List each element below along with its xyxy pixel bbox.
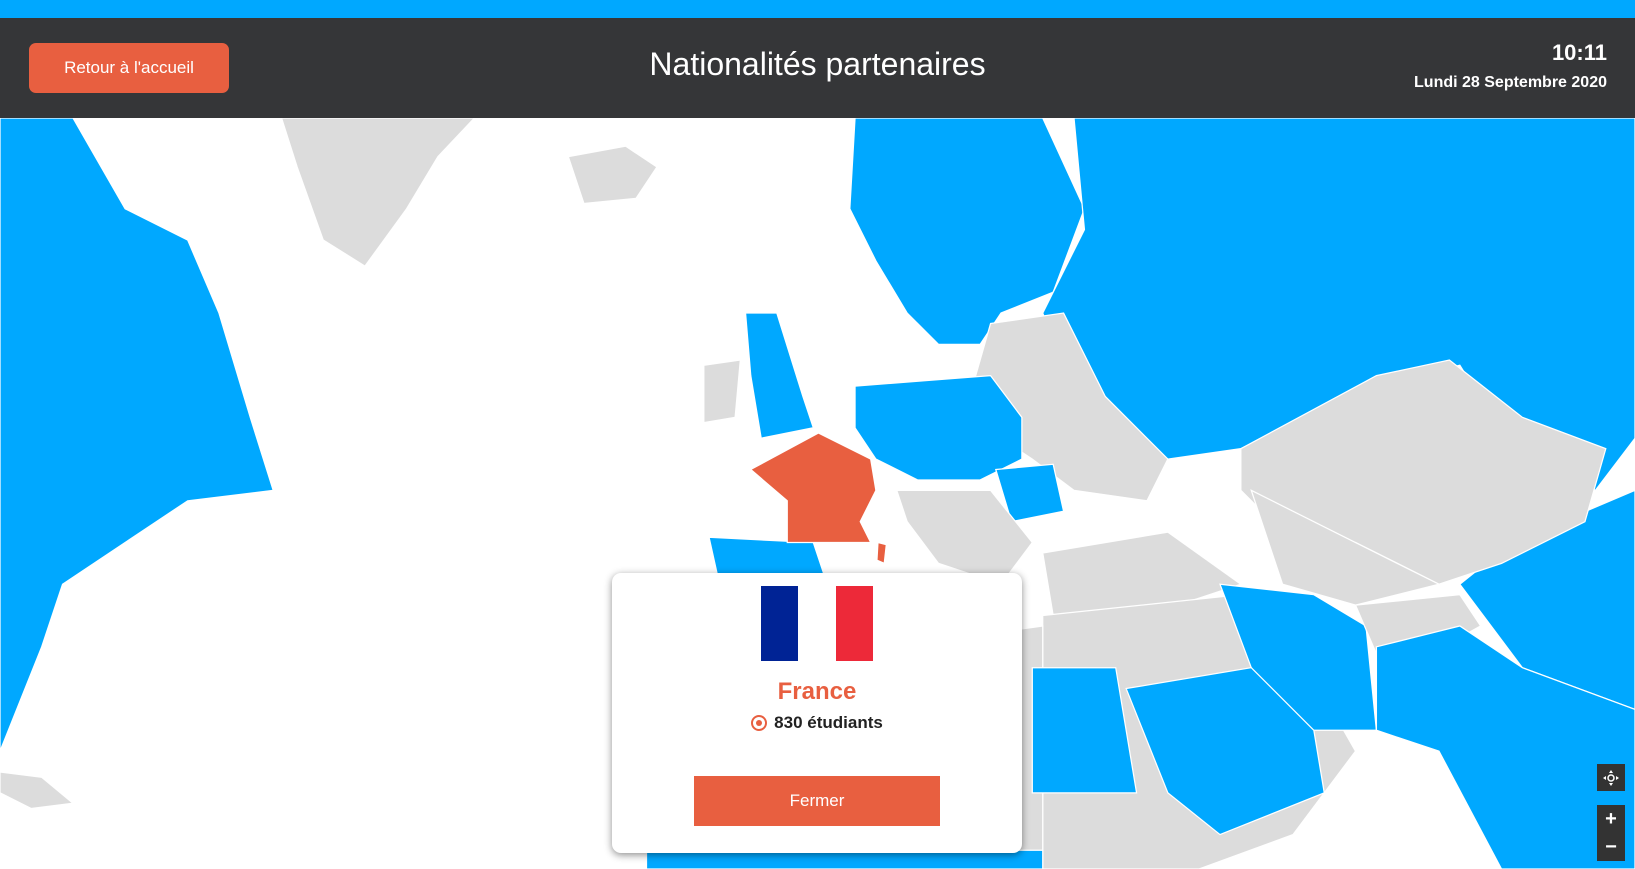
- region-uk[interactable]: [744, 312, 815, 439]
- home-button[interactable]: Retour à l'accueil: [29, 43, 229, 93]
- france-flag: [761, 586, 873, 661]
- region-scandinavia[interactable]: [849, 118, 1086, 345]
- world-map[interactable]: [0, 118, 1635, 869]
- country-france[interactable]: [749, 432, 877, 544]
- region-north-america[interactable]: [0, 118, 275, 752]
- region-turkey[interactable]: [1042, 531, 1243, 617]
- popup-country-name: France: [777, 678, 857, 705]
- close-button[interactable]: Fermer: [694, 776, 940, 826]
- region-africa-south[interactable]: [645, 849, 1044, 869]
- student-count: 830 étudiants: [612, 713, 1022, 733]
- region-greenland[interactable]: [280, 118, 476, 267]
- region-caribbean[interactable]: [0, 771, 75, 810]
- region-corsica[interactable]: [876, 541, 888, 565]
- region-central-europe[interactable]: [854, 374, 1023, 481]
- region-ireland[interactable]: [703, 359, 742, 424]
- recenter-icon: [1603, 769, 1619, 786]
- region-egypt[interactable]: [1031, 667, 1138, 794]
- region-india[interactable]: [1375, 625, 1635, 869]
- zoom-in-button[interactable]: +: [1605, 808, 1617, 830]
- clock-date: Lundi 28 Septembre 2020: [1414, 74, 1607, 91]
- country-popup: France 830 étudiants Fermer: [612, 573, 1022, 853]
- region-iceland[interactable]: [567, 145, 658, 205]
- student-count-text: 830 étudiants: [774, 713, 883, 732]
- top-accent-strip: [0, 0, 1635, 18]
- region-arabia[interactable]: [1125, 667, 1325, 836]
- clock-time: 10:11: [1551, 40, 1607, 65]
- page-title: Nationalités partenaires: [649, 46, 986, 82]
- radio-dot-icon: [751, 715, 768, 731]
- region-romania[interactable]: [994, 463, 1065, 523]
- region-central-asia[interactable]: [1250, 489, 1441, 606]
- zoom-out-button[interactable]: −: [1605, 836, 1617, 858]
- header: Retour à l'accueil Nationalités partenai…: [0, 18, 1635, 118]
- zoom-controls: + −: [1597, 805, 1625, 861]
- recenter-button[interactable]: [1597, 764, 1625, 791]
